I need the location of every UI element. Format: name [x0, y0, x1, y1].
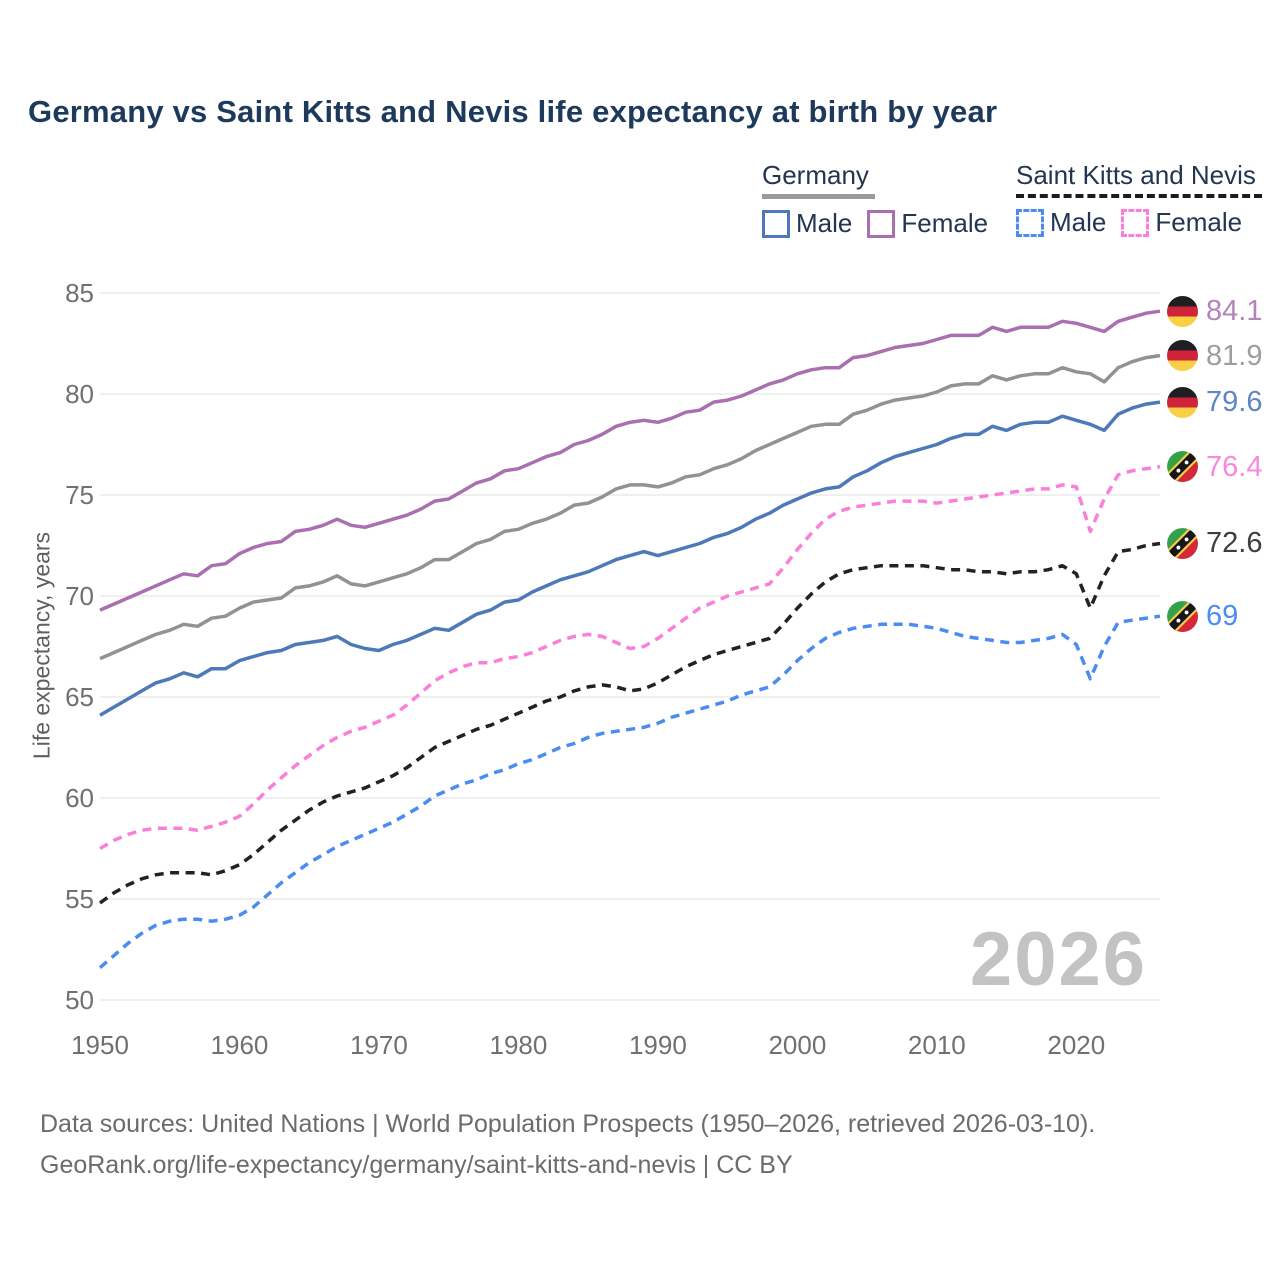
skn-male-swatch	[1016, 208, 1044, 237]
end-label-value: 69	[1206, 600, 1239, 633]
x-tick-label-2020: 2020	[1047, 1030, 1106, 1060]
series-line-saint-kitts-and-nevis-total[interactable]	[98, 541, 1161, 905]
legend-saint-kitts-and-nevis-label: Saint Kitts and Nevis	[1016, 160, 1262, 198]
x-tick-label-1990: 1990	[628, 1030, 687, 1060]
footer: Data sources: United Nations | World Pop…	[40, 1104, 1095, 1186]
y-tick-label-85: 85	[65, 278, 94, 308]
y-tick-label-50: 50	[65, 985, 94, 1015]
end-label-value: 76.4	[1206, 450, 1263, 483]
saint-kitts-and-nevis-flag-icon	[1167, 451, 1198, 483]
end-label-row-saint-kitts-and-nevis-total: 72.6	[1167, 526, 1262, 560]
chart-title: Germany vs Saint Kitts and Nevis life ex…	[28, 94, 998, 129]
footer-data-sources: Data sources: United Nations | World Pop…	[40, 1110, 1096, 1138]
series-line-germany-female[interactable]	[99, 309, 1161, 612]
germany-flag-icon	[1167, 340, 1198, 372]
watermark-year: 2026	[969, 917, 1147, 1002]
saint-kitts-and-nevis-flag-icon	[1167, 600, 1198, 632]
germany-flag-icon	[1167, 295, 1198, 327]
end-label-value: 72.6	[1206, 527, 1263, 560]
germany-male-swatch	[762, 209, 790, 238]
y-tick-label-65: 65	[65, 682, 94, 712]
germany-flag-icon	[1167, 386, 1198, 418]
end-label-row-germany-female: 84.1	[1167, 294, 1262, 328]
legend-skn-female-label: Female	[1155, 207, 1243, 237]
footer-url: GeoRank.org/life-expectancy/germany/sain…	[40, 1151, 793, 1179]
legend-skn-male[interactable]: Male	[1016, 207, 1106, 238]
legend-germany-label: Germany	[762, 160, 875, 199]
legend-germany-male-label: Male	[796, 208, 853, 238]
y-tick-label-55: 55	[65, 884, 94, 914]
x-tick-label-2000: 2000	[768, 1030, 827, 1060]
legend-germany-female[interactable]: Female	[867, 208, 988, 239]
saint-kitts-and-nevis-flag-icon	[1167, 527, 1198, 559]
germany-female-swatch	[867, 209, 896, 238]
x-tick-label-1970: 1970	[350, 1030, 408, 1060]
end-label-row-germany-total: 81.9	[1167, 339, 1262, 373]
series-line-germany-male[interactable]	[99, 400, 1161, 717]
x-tick-label-2010: 2010	[907, 1030, 966, 1060]
x-tick-label-1950: 1950	[71, 1030, 129, 1060]
legend-skn-male-label: Male	[1050, 207, 1107, 237]
end-label-value: 81.9	[1206, 339, 1263, 372]
y-tick-label-60: 60	[65, 783, 94, 813]
legend-germany-female-label: Female	[901, 208, 989, 238]
series-line-saint-kitts-and-nevis-female[interactable]	[99, 464, 1161, 851]
end-label-row-saint-kitts-and-nevis-female: 76.4	[1167, 450, 1262, 484]
skn-female-swatch	[1121, 208, 1150, 237]
y-tick-label-75: 75	[65, 480, 94, 510]
y-tick-label-80: 80	[65, 379, 94, 409]
legend-germany-male[interactable]: Male	[762, 208, 852, 239]
x-tick-label-1960: 1960	[210, 1030, 269, 1060]
end-label-value: 84.1	[1206, 295, 1263, 328]
x-tick-label-1980: 1980	[489, 1030, 548, 1060]
y-axis-title: Life expectancy, years	[28, 531, 55, 760]
y-tick-label-70: 70	[65, 581, 94, 611]
end-label-row-saint-kitts-and-nevis-male: 69	[1167, 599, 1238, 633]
legend-germany: Germany Male Female	[762, 160, 988, 239]
series-line-germany-total[interactable]	[99, 353, 1161, 661]
end-label-value: 79.6	[1206, 386, 1263, 419]
legend-saint-kitts-and-nevis: Saint Kitts and Nevis Male Female	[1016, 160, 1262, 238]
legend-skn-female[interactable]: Female	[1121, 207, 1242, 238]
series-line-saint-kitts-and-nevis-male[interactable]	[98, 614, 1161, 970]
end-label-row-germany-male: 79.6	[1167, 385, 1262, 419]
